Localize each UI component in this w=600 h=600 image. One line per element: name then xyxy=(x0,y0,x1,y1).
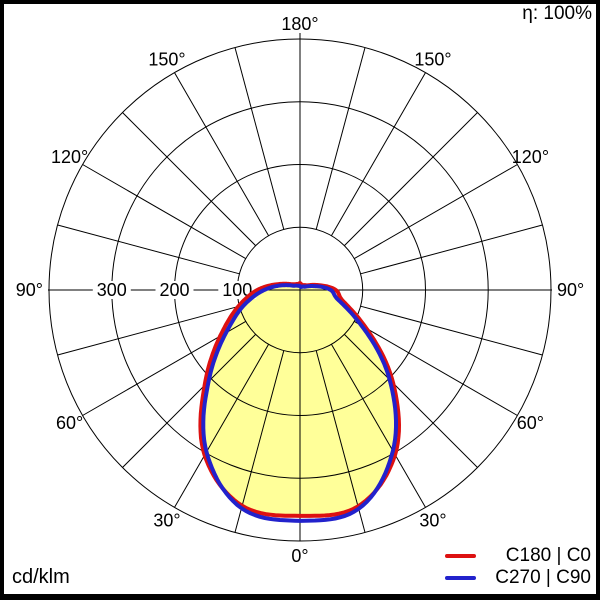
angle-label: 90° xyxy=(16,280,43,300)
grid-spoke xyxy=(122,112,256,246)
angle-label: 180° xyxy=(281,14,318,34)
curve-c270-c90 xyxy=(201,283,398,523)
ring-label: 300 xyxy=(97,280,127,300)
grid-spoke xyxy=(57,224,240,275)
ring-label-bg xyxy=(92,281,131,299)
angle-label: 30° xyxy=(153,510,180,530)
angle-label: 150° xyxy=(148,50,185,70)
grid-spoke xyxy=(344,334,478,468)
unit-label: cd/klm xyxy=(12,566,70,588)
grid-spoke xyxy=(330,72,426,236)
grid-spoke xyxy=(234,350,285,533)
polar-grid xyxy=(48,33,552,542)
grid-spoke xyxy=(315,350,366,533)
legend-line-red-icon xyxy=(445,554,476,558)
grid-spoke xyxy=(344,112,478,246)
grid-spoke xyxy=(360,305,543,356)
grid-spoke xyxy=(354,164,518,260)
angle-label: 60° xyxy=(517,413,544,433)
grid-spoke xyxy=(354,320,518,416)
grid-spoke xyxy=(57,305,240,356)
legend-item-c270-c90: C270 | C90 xyxy=(445,567,591,589)
grid-spoke xyxy=(122,334,256,468)
angle-label: 60° xyxy=(56,413,83,433)
legend-label: C270 | C90 xyxy=(495,567,591,588)
ring-label: 200 xyxy=(159,280,189,300)
grid-spoke xyxy=(360,224,543,275)
legend-line-blue-icon xyxy=(445,576,476,580)
legend: C180 | C0 C270 | C90 xyxy=(445,545,591,589)
efficiency-label: η: 100% xyxy=(522,3,592,24)
angle-label: 30° xyxy=(419,510,446,530)
angle-label: 120° xyxy=(51,147,88,167)
ring-label-bg xyxy=(218,281,257,299)
grid-spoke xyxy=(82,164,246,260)
angle-label: 90° xyxy=(557,280,584,300)
grid-spoke xyxy=(174,344,270,508)
grid-spoke xyxy=(330,344,426,508)
angle-label: 150° xyxy=(414,50,451,70)
ring-label-bg xyxy=(155,281,194,299)
grid-spoke xyxy=(174,72,270,236)
ring-label: 100 xyxy=(222,280,252,300)
legend-item-c180-c0: C180 | C0 xyxy=(445,545,591,567)
grid-spoke xyxy=(315,47,366,230)
angle-label: 0° xyxy=(291,546,308,566)
grid-spoke xyxy=(234,47,285,230)
legend-label: C180 | C0 xyxy=(505,545,591,566)
angle-label: 120° xyxy=(512,147,549,167)
